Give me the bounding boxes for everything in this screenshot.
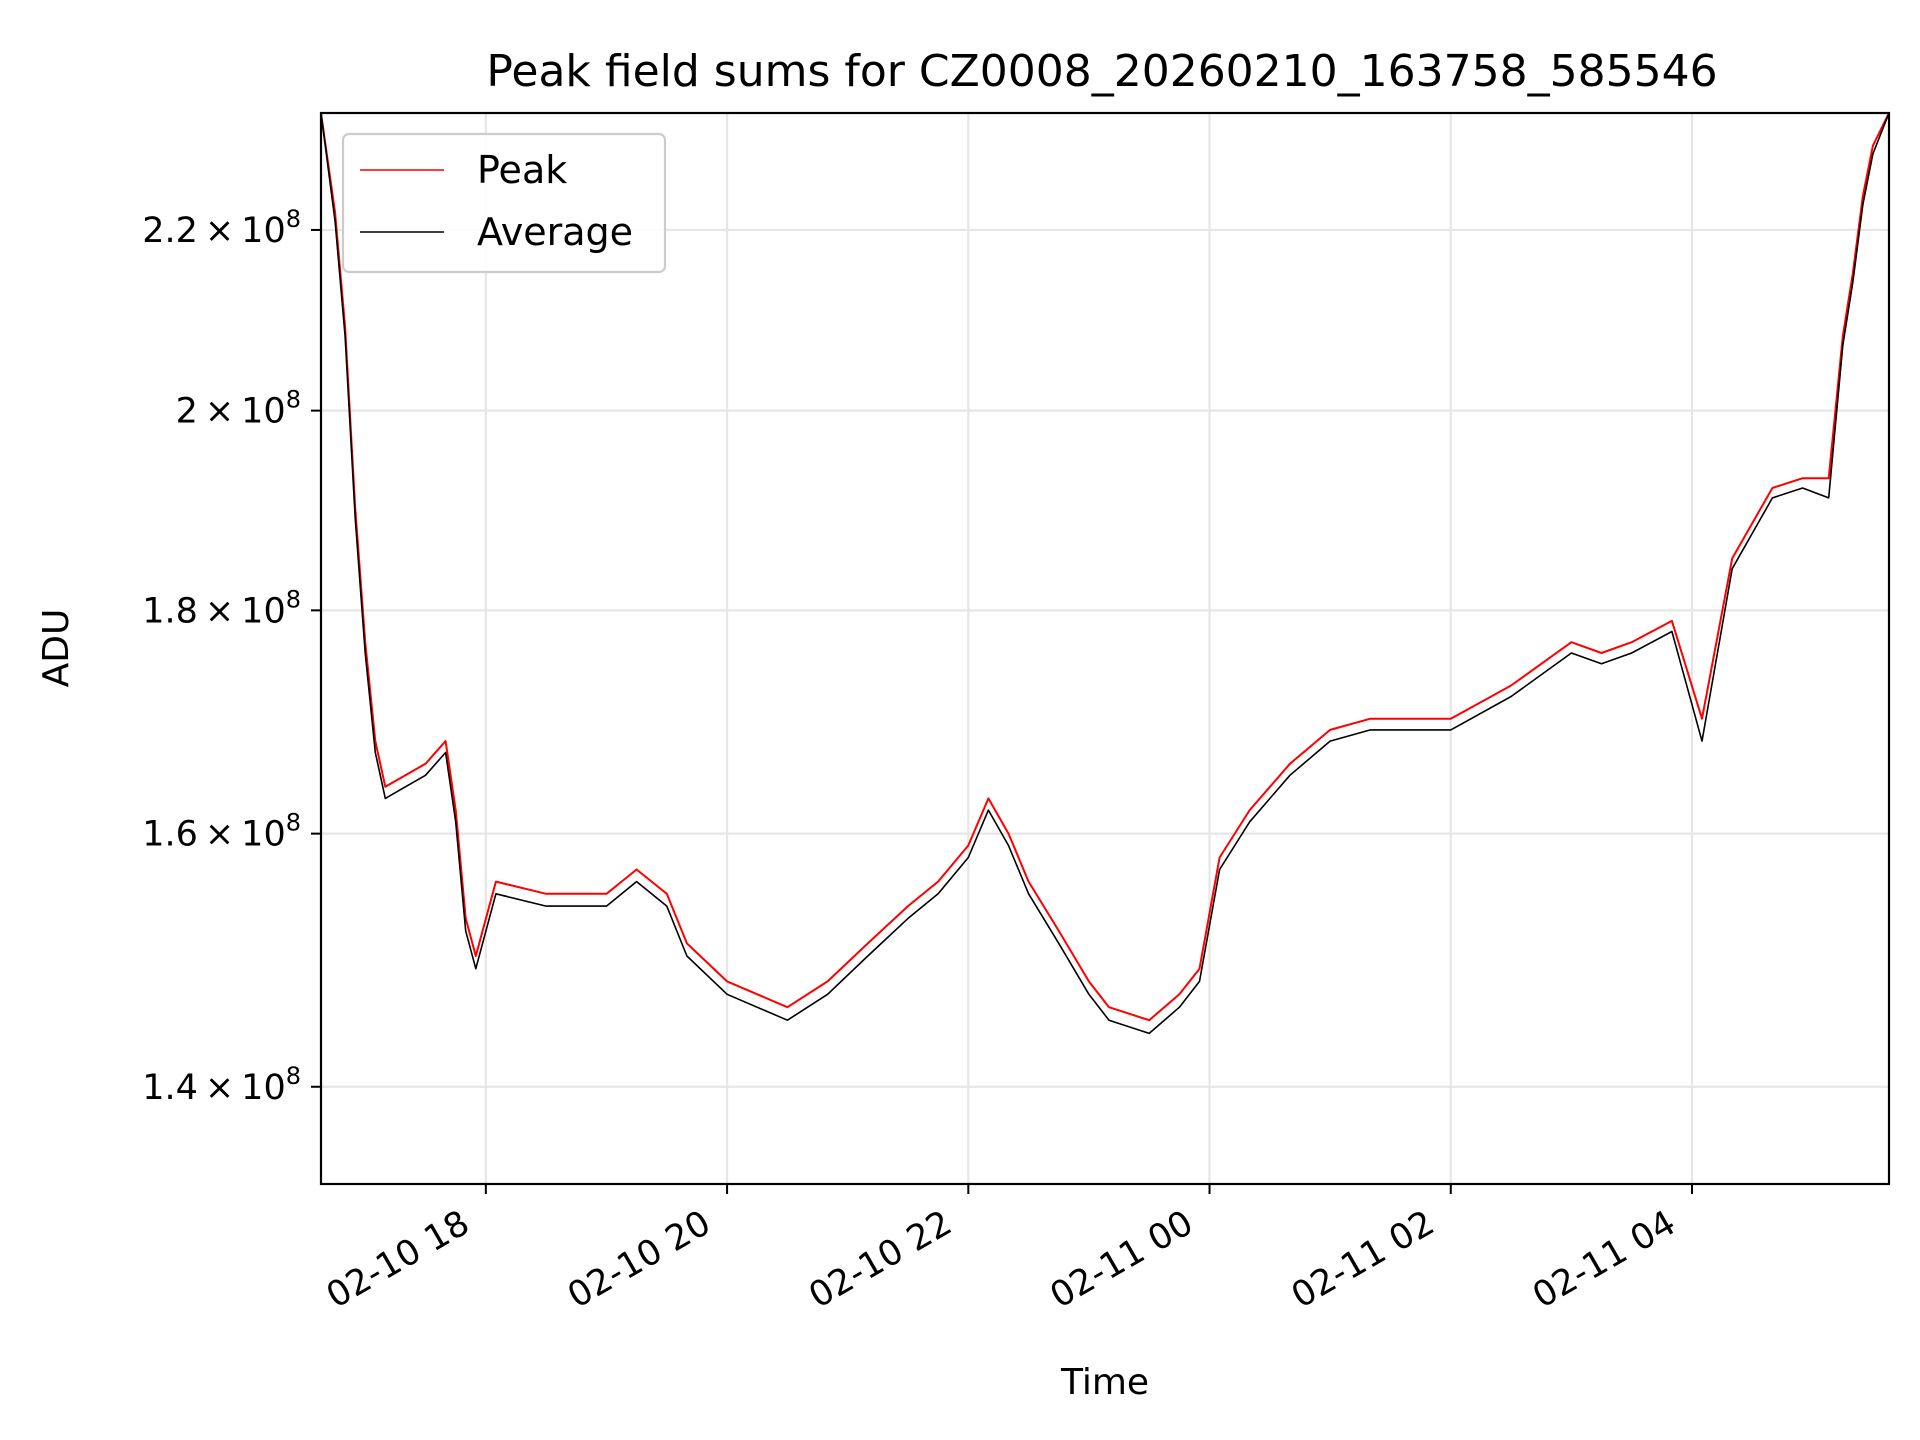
y-axis-label: ADU: [36, 609, 77, 688]
series-layer: [321, 113, 1889, 1035]
legend-box: [341, 132, 667, 274]
x-axis-label: Time: [1060, 1362, 1149, 1403]
grid: [321, 113, 1889, 1184]
legend-label-peak: Peak: [477, 148, 567, 192]
series-line-average: [321, 113, 1889, 1035]
y-axis: 1.4 × 108 1.6 × 108 1.8 × 108 2 × 108 2.2 × …: [142, 205, 321, 1108]
chart-title: Peak field sums for CZ0008_20260210_1637…: [486, 46, 1717, 97]
y-tick-label: 1.6 × 108: [142, 809, 301, 855]
legend: Peak Average: [341, 132, 667, 274]
y-tick-label: 2.2 × 108: [142, 205, 301, 251]
y-tick-label: 1.4 × 108: [142, 1062, 301, 1108]
y-tick-label: 2 × 108: [176, 386, 301, 432]
series-line-peak: [321, 113, 1889, 1022]
plot-frame: [319, 111, 1891, 1186]
legend-label-average: Average: [477, 210, 633, 254]
y-tick-label: 1.8 × 108: [142, 585, 301, 631]
